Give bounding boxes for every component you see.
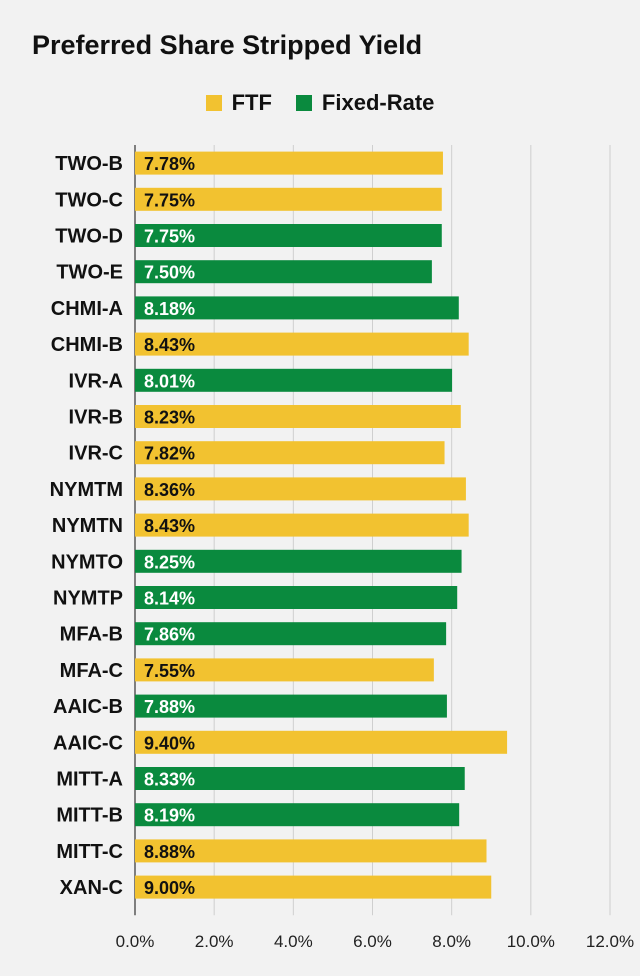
bar-xan-c bbox=[135, 875, 492, 899]
value-label: 8.43% bbox=[144, 516, 195, 536]
legend-label-fixed-rate: Fixed-Rate bbox=[321, 90, 435, 115]
bar-ivr-b bbox=[135, 405, 461, 428]
value-label: 7.75% bbox=[144, 227, 195, 247]
bar-mitt-b bbox=[135, 803, 460, 827]
bar-mitt-c bbox=[135, 839, 487, 863]
value-label: 8.33% bbox=[144, 770, 195, 790]
x-tick-label: 10.0% bbox=[507, 932, 555, 951]
chart-title: Preferred Share Stripped Yield bbox=[32, 30, 423, 60]
value-label: 7.50% bbox=[144, 263, 195, 283]
category-label: NYMTP bbox=[53, 588, 123, 610]
bar-nymtn bbox=[135, 513, 469, 537]
category-label: TWO-B bbox=[55, 153, 123, 175]
value-label: 7.82% bbox=[144, 444, 195, 464]
category-label: NYMTN bbox=[52, 515, 123, 537]
bar-chmi-b bbox=[135, 332, 469, 356]
bar-aaic-b bbox=[135, 694, 447, 718]
category-label: NYMTM bbox=[50, 479, 123, 501]
value-label: 8.18% bbox=[144, 299, 195, 319]
value-label: 8.14% bbox=[144, 589, 195, 609]
value-label: 8.19% bbox=[144, 806, 195, 826]
legend-label-ftf: FTF bbox=[231, 90, 272, 115]
value-label: 7.78% bbox=[144, 154, 195, 174]
category-label: IVR-B bbox=[69, 407, 123, 429]
category-label: MFA-B bbox=[60, 624, 123, 646]
value-label: 9.00% bbox=[144, 878, 195, 898]
value-label: 9.40% bbox=[144, 733, 195, 753]
category-label: TWO-C bbox=[55, 189, 123, 211]
legend: FTF Fixed-Rate bbox=[0, 90, 640, 116]
bar-nymtp bbox=[135, 586, 458, 609]
bar-ivr-c bbox=[135, 441, 445, 465]
x-tick-label: 2.0% bbox=[195, 932, 234, 951]
legend-item-fixed-rate: Fixed-Rate bbox=[295, 90, 435, 116]
bar-nymtm bbox=[135, 477, 466, 501]
value-label: 8.88% bbox=[144, 842, 195, 862]
bar-mfa-c bbox=[135, 658, 434, 682]
value-label: 7.88% bbox=[144, 697, 195, 717]
legend-item-ftf: FTF bbox=[205, 90, 272, 116]
category-label: IVR-C bbox=[69, 443, 123, 465]
legend-swatch-fixed-rate bbox=[295, 95, 312, 111]
x-tick-label: 6.0% bbox=[353, 932, 392, 951]
x-tick-label: 4.0% bbox=[274, 932, 313, 951]
bar-two-d bbox=[135, 224, 442, 247]
x-tick-label: 0.0% bbox=[116, 932, 155, 951]
category-label: NYMTO bbox=[51, 551, 123, 573]
category-label: CHMI-A bbox=[51, 298, 123, 320]
category-label: TWO-E bbox=[56, 262, 123, 284]
value-label: 7.86% bbox=[144, 625, 195, 645]
category-label: MITT-C bbox=[56, 841, 123, 863]
value-label: 8.25% bbox=[144, 552, 195, 572]
value-label: 7.55% bbox=[144, 661, 195, 681]
x-tick-label: 8.0% bbox=[432, 932, 471, 951]
category-label: MITT-B bbox=[56, 805, 123, 827]
bar-mitt-a bbox=[135, 767, 465, 790]
value-label: 7.75% bbox=[144, 190, 195, 210]
bar-aaic-c bbox=[135, 730, 508, 754]
value-label: 8.36% bbox=[144, 480, 195, 500]
bar-two-b bbox=[135, 151, 443, 175]
value-label: 8.23% bbox=[144, 408, 195, 428]
bar-nymto bbox=[135, 549, 462, 573]
value-label: 8.01% bbox=[144, 371, 195, 391]
category-label: AAIC-C bbox=[53, 732, 123, 754]
bar-mfa-b bbox=[135, 622, 447, 646]
bar-chmi-a bbox=[135, 296, 459, 320]
legend-swatch-ftf bbox=[205, 95, 222, 111]
category-label: IVR-A bbox=[69, 370, 123, 392]
value-label: 8.43% bbox=[144, 335, 195, 355]
x-tick-label: 12.0% bbox=[586, 932, 634, 951]
category-label: MITT-A bbox=[56, 769, 123, 791]
category-label: MFA-C bbox=[60, 660, 123, 682]
category-label: TWO-D bbox=[55, 226, 123, 248]
category-label: AAIC-B bbox=[53, 696, 123, 718]
bar-ivr-a bbox=[135, 368, 453, 392]
bar-two-e bbox=[135, 260, 432, 284]
category-label: XAN-C bbox=[60, 877, 123, 899]
bar-two-c bbox=[135, 187, 442, 211]
category-label: CHMI-B bbox=[51, 334, 123, 356]
